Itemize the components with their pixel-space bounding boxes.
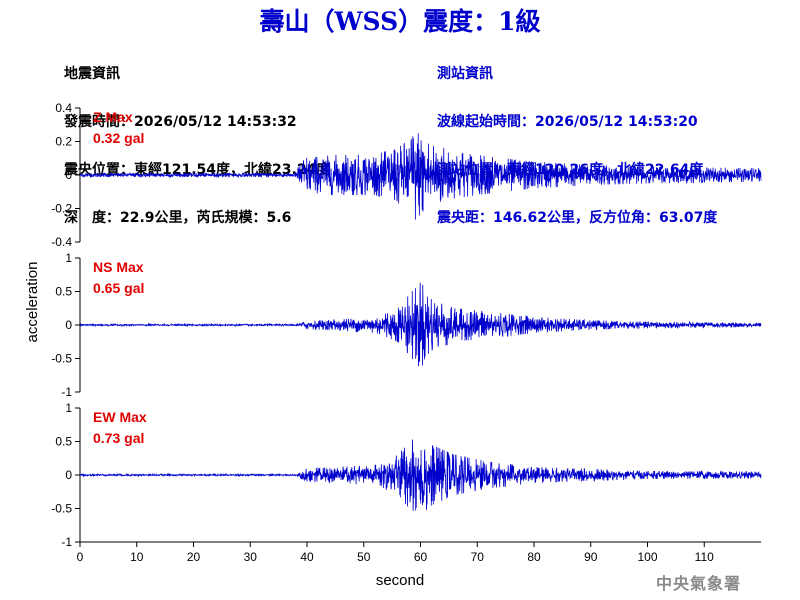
x-tick-label: 0	[77, 550, 84, 564]
x-tick-label: 90	[584, 550, 598, 564]
y-tick-label-NS: 0.5	[55, 285, 72, 299]
max-value-z: 0.32 gal	[93, 130, 144, 146]
max-label-ns: NS Max	[93, 259, 144, 275]
x-tick-label: 80	[527, 550, 541, 564]
x-tick-label: 50	[357, 550, 371, 564]
y-tick-label-Z: -0.4	[51, 235, 72, 249]
y-tick-label-NS: 1	[65, 251, 72, 265]
y-tick-label-EW: -1	[61, 535, 72, 549]
station-info-heading: 測站資訊	[437, 66, 493, 82]
quake-info-heading: 地震資訊	[64, 66, 120, 82]
depth-magnitude: 深 度：22.9公里，芮氏規模：5.6	[64, 210, 292, 226]
y-tick-label-EW: 1	[65, 401, 72, 415]
x-axis-label: second	[376, 572, 424, 589]
max-label-z: Z Max	[93, 109, 133, 125]
max-value-ew: 0.73 gal	[93, 430, 144, 446]
x-tick-label: 110	[695, 550, 714, 564]
x-tick-label: 70	[471, 550, 485, 564]
max-label-ew: EW Max	[93, 409, 147, 425]
y-tick-label-NS: 0	[65, 318, 72, 332]
x-tick-label: 10	[130, 550, 144, 564]
wave-start-time: 波線起始時間：2026/05/12 14:53:20	[437, 114, 698, 130]
trace-ew	[79, 439, 762, 511]
y-tick-label-EW: 0.5	[55, 435, 72, 449]
y-tick-label-Z: 0.4	[55, 101, 72, 115]
quake-info-block: 地震資訊 發震時間：2026/05/12 14:53:32 震央位置：東經121…	[64, 34, 330, 242]
y-tick-label-EW: 0	[65, 468, 72, 482]
max-value-ns: 0.65 gal	[93, 280, 144, 296]
credit-label: 中央氣象署	[656, 574, 742, 593]
y-tick-label-NS: -0.5	[51, 352, 72, 366]
y-tick-label-NS: -1	[61, 385, 72, 399]
y-axis-label: acceleration	[24, 262, 41, 343]
x-tick-label: 60	[414, 550, 428, 564]
x-tick-label: 40	[300, 550, 314, 564]
station-info-block: 測站資訊 波線起始時間：2026/05/12 14:53:20 測站位置：東經1…	[437, 34, 717, 242]
origin-time: 發震時間：2026/05/12 14:53:32	[64, 114, 297, 130]
x-tick-label: 100	[637, 550, 657, 564]
chart-title: 壽山（WSS）震度：1級	[259, 7, 541, 36]
y-tick-label-Z: -0.2	[51, 202, 72, 216]
y-tick-label-Z: 0.2	[55, 135, 72, 149]
x-tick-label: 30	[244, 550, 258, 564]
x-tick-label: 20	[187, 550, 201, 564]
y-tick-label-EW: -0.5	[51, 502, 72, 516]
y-tick-label-Z: 0	[65, 168, 72, 182]
trace-z	[79, 133, 762, 220]
trace-ns	[79, 282, 762, 367]
distance-azimuth: 震央距：146.62公里，反方位角：63.07度	[437, 210, 718, 226]
